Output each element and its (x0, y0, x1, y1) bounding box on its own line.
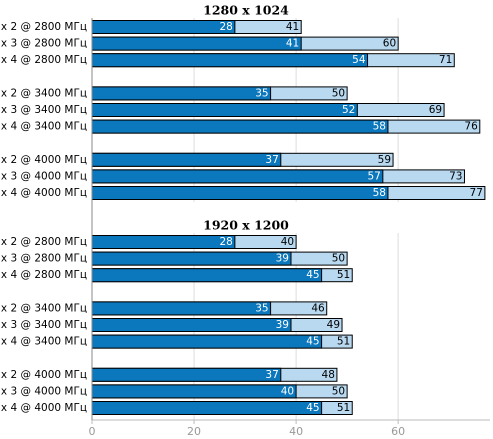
value-label: 71 (439, 54, 452, 66)
value-label: 51 (337, 269, 350, 281)
value-label: 51 (337, 336, 350, 348)
bar (91, 367, 282, 382)
value-label: 73 (449, 170, 462, 182)
value-label: 37 (265, 154, 278, 166)
value-label: 28 (219, 21, 232, 33)
bar (91, 119, 389, 134)
bar (91, 36, 302, 51)
category-label: x 2 @ 2800 МГц (1, 236, 87, 248)
category-label: x 4 @ 3400 МГц (1, 121, 87, 133)
value-label: 35 (255, 87, 268, 99)
category-label: x 2 @ 4000 МГц (1, 154, 87, 166)
category-label: x 4 @ 4000 МГц (1, 402, 87, 414)
bar (91, 20, 236, 34)
category-label: x 4 @ 2800 МГц (1, 54, 87, 66)
category-label: x 3 @ 3400 МГц (1, 319, 87, 331)
value-label: 40 (281, 385, 294, 397)
x-tick-label: 20 (187, 425, 201, 438)
bar (91, 169, 384, 184)
bar (91, 384, 297, 399)
value-label: 54 (352, 54, 366, 66)
value-label: 28 (219, 236, 232, 248)
bar (91, 334, 323, 349)
category-label: x 2 @ 3400 МГц (1, 87, 87, 99)
category-label: x 3 @ 2800 МГц (1, 38, 87, 50)
value-label: 48 (322, 369, 335, 381)
x-tick-label: 0 (89, 425, 96, 438)
category-label: x 3 @ 2800 МГц (1, 253, 87, 265)
value-label: 77 (470, 187, 483, 199)
value-label: 51 (337, 402, 350, 414)
value-label: 41 (286, 21, 299, 33)
value-label: 46 (311, 302, 325, 314)
category-label: x 4 @ 2800 МГц (1, 269, 87, 281)
bar (91, 318, 292, 332)
category-label: x 3 @ 3400 МГц (1, 104, 87, 116)
category-label: x 4 @ 4000 МГц (1, 187, 87, 199)
value-label: 45 (306, 402, 319, 414)
value-label: 60 (383, 38, 396, 50)
bar (91, 235, 236, 249)
bar (91, 103, 358, 117)
value-label: 50 (332, 253, 345, 265)
category-label: x 2 @ 4000 МГц (1, 369, 87, 381)
x-tick-label: 60 (391, 425, 405, 438)
bar (91, 186, 389, 200)
value-label: 52 (342, 104, 355, 116)
value-label: 50 (332, 385, 345, 397)
value-label: 49 (327, 319, 340, 331)
bar (91, 251, 292, 266)
value-label: 45 (306, 336, 319, 348)
value-label: 58 (373, 187, 386, 199)
category-label: x 3 @ 4000 МГц (1, 170, 87, 182)
value-label: 59 (378, 154, 391, 166)
value-label: 50 (332, 87, 345, 99)
bar (91, 86, 272, 101)
value-label: 76 (464, 121, 478, 133)
bar (91, 268, 323, 283)
value-label: 41 (286, 38, 299, 50)
value-label: 45 (306, 269, 319, 281)
value-label: 57 (367, 170, 380, 182)
value-label: 37 (265, 369, 278, 381)
category-label: x 2 @ 2800 МГц (1, 21, 87, 33)
value-label: 35 (255, 302, 268, 314)
category-label: x 2 @ 3400 МГц (1, 302, 87, 314)
bar (91, 152, 282, 167)
category-label: x 4 @ 3400 МГц (1, 336, 87, 348)
value-label: 39 (276, 253, 289, 265)
value-label: 40 (281, 236, 294, 248)
bar (91, 401, 323, 415)
value-label: 69 (429, 104, 442, 116)
category-label: x 3 @ 4000 МГц (1, 385, 87, 397)
chart-title: 1280 x 1024 (203, 3, 289, 18)
value-label: 58 (373, 121, 386, 133)
x-tick-label: 40 (289, 425, 303, 438)
bar (91, 53, 369, 68)
value-label: 39 (276, 319, 289, 331)
bar (91, 301, 272, 316)
chart-title: 1920 x 1200 (203, 218, 289, 233)
